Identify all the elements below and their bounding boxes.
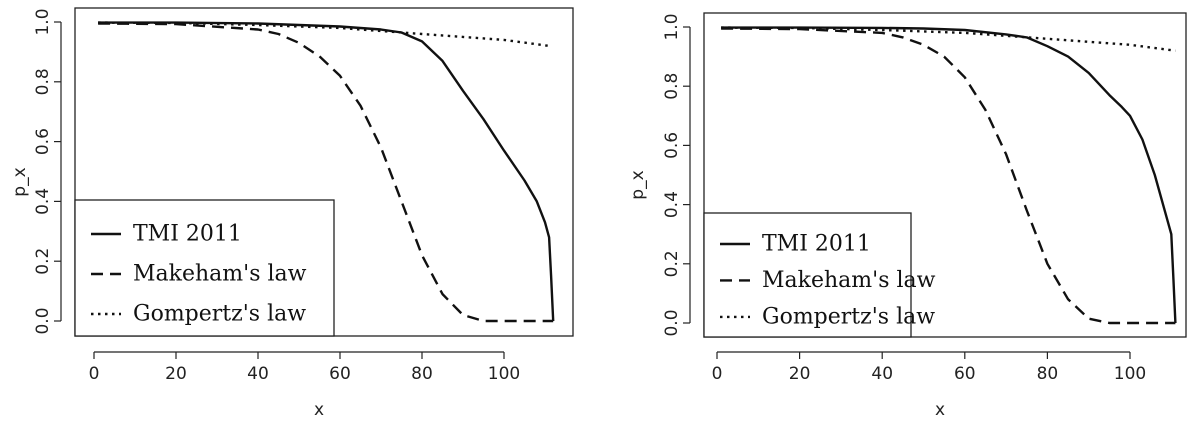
left-legend-label: TMI 2011: [133, 222, 242, 247]
right-y-axis-title: p_x: [628, 170, 648, 199]
right-x-tick-label: 100: [1114, 364, 1146, 384]
right-legend-label: TMI 2011: [762, 232, 871, 257]
left-y-axis-title: p_x: [10, 167, 30, 196]
right-legend-label: Makeham's law: [762, 268, 936, 293]
right-y-tick-label: 0.6: [662, 132, 682, 159]
left-x-tick-label: 20: [165, 364, 187, 384]
right-plot-frame: [703, 12, 1187, 338]
right-x-tick-label: 20: [789, 364, 811, 384]
left-x-tick-label: 80: [411, 364, 433, 384]
left-series-makeham-line: [98, 22, 554, 323]
left-x-tick-label: 40: [247, 364, 269, 384]
right-series-gompertz-line: [721, 26, 1176, 52]
left-x-tick-label: 0: [89, 364, 100, 384]
chart-right-svg: 0 20 40 60 80 100 x 0.0 0.2 0.4 0.6 0.8 1.0 p_x TMI 20…: [628, 12, 1187, 420]
left-series-tmi-2011-line: [98, 21, 555, 322]
left-x-axis-title: x: [314, 400, 324, 420]
right-y-tick-label: 0.2: [662, 250, 682, 277]
right-x-tick-label: 40: [871, 364, 893, 384]
right-y-tick-label: 0.4: [662, 191, 682, 218]
left-series-gompertz-line: [98, 21, 550, 48]
left-y-tick-label: 0.4: [33, 188, 53, 215]
left-x-tick-label: 60: [329, 364, 351, 384]
right-x-tick-label: 0: [712, 364, 723, 384]
left-y-tick-label: 0.0: [33, 307, 53, 334]
left-y-tick-label: 1.0: [33, 8, 53, 35]
right-y-tick-label: 1.0: [662, 13, 682, 40]
right-x-tick-label: 60: [954, 364, 976, 384]
chart-left-svg: 0 20 40 60 80 100 x 0.0 0.2 0.4 0.6 0.8 1.0 p_x TMI 20…: [10, 7, 574, 420]
chart-panel-left: 0 20 40 60 80 100 x 0.0 0.2 0.4 0.6 0.8 1.0 p_x TMI 20…: [0, 0, 590, 426]
right-series-tmi-2011-line: [721, 26, 1177, 324]
left-legend-label: Gompertz's law: [133, 302, 306, 327]
left-y-tick-label: 0.6: [33, 128, 53, 155]
right-x-axis-title: x: [935, 400, 945, 420]
left-y-tick-label: 0.8: [33, 68, 53, 95]
right-legend-box: [703, 212, 912, 338]
right-x-tick-label: 80: [1037, 364, 1059, 384]
left-legend-box: [74, 199, 335, 337]
chart-panel-right: 0 20 40 60 80 100 x 0.0 0.2 0.4 0.6 0.8 1.0 p_x TMI 20…: [618, 0, 1192, 426]
right-y-tick-label: 0.8: [662, 73, 682, 100]
right-y-tick-label: 0.0: [662, 309, 682, 336]
left-x-tick-label: 100: [488, 364, 520, 384]
left-legend-label: Makeham's law: [133, 262, 307, 287]
left-y-tick-label: 0.2: [33, 248, 53, 275]
right-series-makeham-line: [721, 27, 1176, 325]
right-legend-label: Gompertz's law: [762, 304, 935, 329]
